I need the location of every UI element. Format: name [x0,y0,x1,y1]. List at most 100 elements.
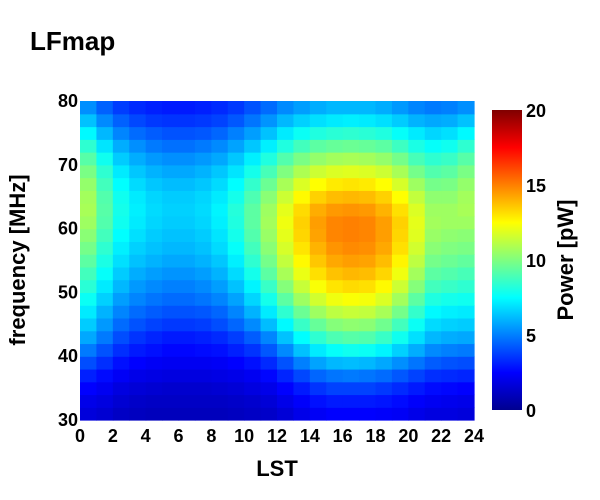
heatmap-cell [244,152,262,166]
heatmap-cell [359,407,377,421]
heatmap-cell [80,203,98,217]
heatmap-cell [145,113,163,128]
heatmap-cell [194,368,212,383]
heatmap-cell [457,381,475,396]
heatmap-cell [424,254,442,268]
heatmap-cell [309,101,327,115]
heatmap-cell [293,356,311,370]
heatmap-cell [178,330,196,345]
heatmap-cell [194,139,212,153]
heatmap-cell [227,330,245,345]
heatmap-cell [162,330,180,345]
heatmap-cell [178,152,196,166]
heatmap-cell [293,254,311,268]
heatmap-cell [211,164,229,179]
heatmap-cell [457,203,475,217]
heatmap-cell [194,164,212,179]
heatmap-cell [80,266,98,281]
heatmap-cell [129,215,147,230]
heatmap-cell [129,152,147,166]
x-tick-label: 12 [267,426,287,446]
heatmap-cell [194,381,212,396]
heatmap-cell [309,126,327,140]
heatmap-cell [260,407,278,421]
heatmap-cell [96,381,114,396]
heatmap-cell [194,407,212,421]
heatmap-cell [162,343,180,357]
heatmap-cell [441,241,459,255]
heatmap-cell [227,101,245,115]
heatmap-cell [441,164,459,179]
heatmap-cell [424,152,442,166]
heatmap-cell [96,407,114,421]
heatmap-cell [194,241,212,255]
heatmap-cell [277,394,295,408]
heatmap-cell [80,292,98,306]
heatmap-cell [194,266,212,281]
heatmap-cell [326,215,344,230]
heatmap-cell [342,317,360,332]
heatmap-cell [211,190,229,204]
heatmap-cell [457,177,475,191]
heatmap-cell [260,394,278,408]
colorbar-tick-label: 15 [526,176,546,196]
heatmap-cell [293,139,311,153]
heatmap-cell [408,152,426,166]
heatmap-cell [375,292,393,306]
heatmap-cell [129,343,147,357]
heatmap-cell [441,215,459,230]
heatmap-cell [441,407,459,421]
heatmap-cell [293,152,311,166]
heatmap-cell [194,113,212,128]
heatmap-cell [309,215,327,230]
heatmap-cell [408,101,426,115]
heatmap-cell [424,266,442,281]
heatmap-cell [129,190,147,204]
heatmap-cell [391,330,409,345]
heatmap-cell [211,330,229,345]
heatmap-cell [408,394,426,408]
heatmap-cell [260,317,278,332]
heatmap-cell [326,152,344,166]
heatmap-cell [441,343,459,357]
heatmap-cell [260,266,278,281]
y-tick-label: 80 [58,91,78,111]
heatmap-cell [375,228,393,242]
colorbar-ticks: 0 5 10 15 20 [526,101,546,421]
heatmap-cell [408,139,426,153]
heatmap-cell [112,292,130,306]
y-tick-label: 50 [58,282,78,302]
heatmap-cell [227,126,245,140]
heatmap-cell [211,241,229,255]
heatmap-cell [178,113,196,128]
heatmap-cell [145,177,163,191]
heatmap-cell [194,152,212,166]
heatmap-cell [194,177,212,191]
heatmap-cell [80,139,98,153]
heatmap-cell [342,101,360,115]
heatmap-cell [211,139,229,153]
heatmap-cell [309,266,327,281]
heatmap-cell [194,305,212,319]
heatmap-cell [457,164,475,179]
heatmap-cell [309,305,327,319]
heatmap-cell [408,164,426,179]
heatmap-cell [244,407,262,421]
heatmap-cell [375,381,393,396]
heatmap-cell [80,356,98,370]
heatmap-cell [309,190,327,204]
y-tick-label: 70 [58,155,78,175]
heatmap-cell [244,164,262,179]
heatmap-cell [293,241,311,255]
heatmap-cell [162,139,180,153]
heatmap-cell [342,113,360,128]
heatmap-cell [260,139,278,153]
heatmap-cell [391,343,409,357]
heatmap-cell [375,139,393,153]
heatmap-cell [277,215,295,230]
heatmap-cell [424,241,442,255]
heatmap-cell [342,254,360,268]
heatmap-cell [342,190,360,204]
heatmap-cell [441,190,459,204]
heatmap-cell [391,305,409,319]
